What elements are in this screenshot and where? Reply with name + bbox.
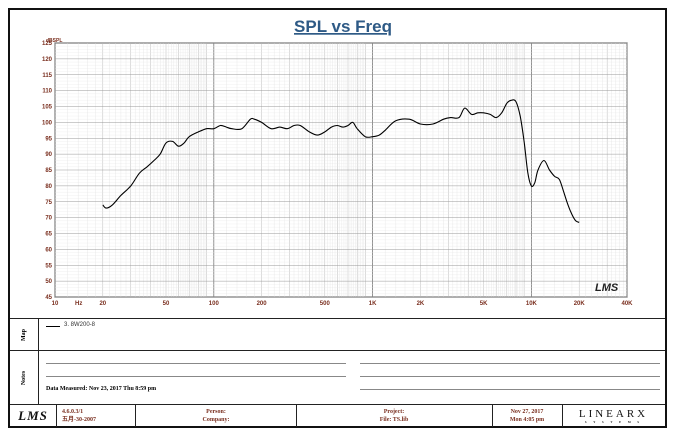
company-label: Company: bbox=[202, 417, 230, 423]
y-tick-label: 105 bbox=[42, 105, 53, 111]
lms-logo: LMS bbox=[18, 408, 48, 423]
y-tick-label: 115 bbox=[42, 73, 52, 79]
report-date: Nov 27, 2017 bbox=[510, 409, 544, 415]
chart-title: SPL vs Freq bbox=[294, 17, 392, 36]
footer-project-cell: Project: File: TS.lib bbox=[296, 405, 493, 427]
y-tick-label: 100 bbox=[42, 120, 53, 126]
linearx-logo: LINEARX bbox=[578, 408, 649, 420]
y-tick-label: 60 bbox=[45, 247, 52, 253]
map-label-box: Map bbox=[10, 319, 39, 351]
y-tick-label: 75 bbox=[45, 200, 52, 206]
x-tick-label: 10K bbox=[526, 301, 538, 307]
y-tick-label: 70 bbox=[45, 216, 52, 222]
software-date: 五月-30-2007 bbox=[62, 417, 96, 423]
y-tick-label: 45 bbox=[45, 295, 52, 301]
x-tick-label: 50 bbox=[163, 301, 170, 307]
x-tick-label: 200 bbox=[257, 301, 268, 307]
y-tick-label: 95 bbox=[45, 136, 52, 142]
footer-date-cell: Nov 27, 2017 Mon 4:05 pm bbox=[492, 405, 563, 427]
footer-brand-cell: LINEARX S Y S T E M S bbox=[562, 405, 665, 427]
notes-line bbox=[46, 363, 346, 364]
y-tick-label: 55 bbox=[45, 263, 52, 269]
notes-line bbox=[360, 389, 660, 390]
notes-label-box: Notes bbox=[10, 351, 39, 405]
grid bbox=[54, 42, 628, 298]
report-time: Mon 4:05 pm bbox=[509, 417, 545, 423]
data-measured: Data Measured: Nov 23, 2017 Thu 8:59 pm bbox=[46, 386, 157, 392]
x-tick-label: 20K bbox=[574, 301, 586, 307]
notes-line bbox=[46, 376, 346, 377]
linearx-tagline: S Y S T E M S bbox=[584, 420, 643, 424]
series-layer bbox=[102, 99, 580, 223]
x-tick-label: 10 bbox=[52, 301, 59, 307]
report-frame: SPL vs Freq 45 50 55 60 65 70 75 80 85 90 95 100 105… bbox=[8, 8, 667, 428]
software-version: 4.6.0.3/1 bbox=[62, 409, 84, 415]
y-tick-label: 125 bbox=[42, 41, 53, 47]
person-label: Person: bbox=[206, 409, 226, 415]
lms-watermark: LMS bbox=[595, 282, 619, 294]
x-tick-label: 100 bbox=[209, 301, 220, 307]
notes-line bbox=[360, 376, 660, 377]
footer-logo-cell: LMS bbox=[10, 405, 57, 427]
y-tick-label: 120 bbox=[42, 57, 53, 63]
y-tick-label: 85 bbox=[45, 168, 52, 174]
x-tick-label: 500 bbox=[320, 301, 331, 307]
file-label: File: TS.lib bbox=[379, 417, 409, 423]
map-label: Map bbox=[21, 329, 27, 341]
legend-label: 3. 8W200-8 bbox=[64, 322, 96, 328]
series-line bbox=[102, 99, 580, 223]
notes-line bbox=[360, 363, 660, 364]
x-tick-label: 2K bbox=[417, 301, 425, 307]
spl-chart: SPL vs Freq 4550556065707580859095100105… bbox=[42, 17, 633, 307]
x-axis-unit: Hz bbox=[75, 301, 82, 307]
x-tick-label: 20 bbox=[99, 301, 106, 307]
footer-bar: LMS 4.6.0.3/1 五月-30-2007 Person: Company… bbox=[10, 404, 665, 427]
map-panel: Map 3. 8W200-8 bbox=[10, 318, 665, 351]
notes-panel: Notes Data Measured: Nov 23, 2017 Thu 8:… bbox=[10, 350, 665, 405]
footer-version-cell: 4.6.0.3/1 五月-30-2007 bbox=[56, 405, 136, 427]
footer-person-cell: Person: Company: bbox=[136, 405, 297, 427]
y-tick-label: 80 bbox=[45, 184, 52, 190]
y-tick-label: 50 bbox=[45, 279, 52, 285]
x-tick-label: 5K bbox=[480, 301, 488, 307]
y-tick-label: 65 bbox=[45, 232, 52, 238]
y-tick-label: 90 bbox=[45, 152, 52, 158]
y-axis-unit: dBSPL bbox=[46, 38, 62, 44]
axes: 45 50 55 60 65 70 75 80 85 90 95 100 105 110 115 120 125… bbox=[42, 41, 633, 307]
x-tick-label: 1K bbox=[369, 301, 377, 307]
y-tick-label: 110 bbox=[42, 89, 52, 95]
project-label: Project: bbox=[383, 409, 405, 415]
x-tick-label: 40K bbox=[621, 301, 633, 307]
notes-label: Notes bbox=[21, 370, 27, 386]
legend-swatch bbox=[46, 326, 60, 327]
